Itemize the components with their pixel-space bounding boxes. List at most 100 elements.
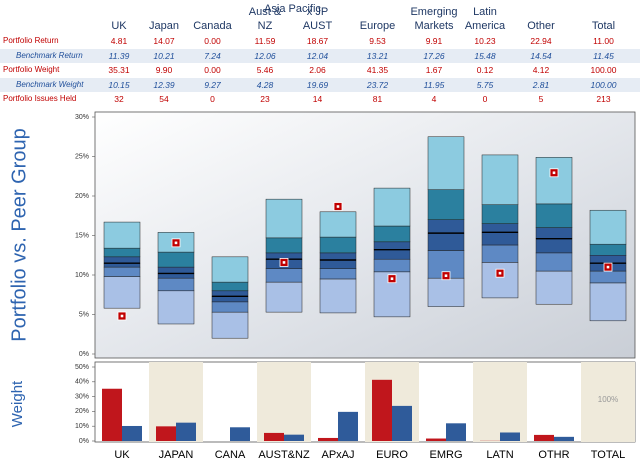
y-tick-label: 0% (79, 438, 89, 445)
cell: 14.54 (530, 50, 552, 61)
column-band (581, 362, 635, 442)
column-header: Canada (193, 20, 232, 32)
weight-bar (264, 432, 284, 441)
x-tick-label: OTHR (538, 449, 569, 461)
cell: 4.28 (256, 79, 274, 90)
y-tick-label: 30% (75, 114, 89, 121)
cell: 11.95 (423, 79, 445, 90)
main-title: Portfolio vs. Peer Group (8, 128, 30, 341)
weight-bar (102, 388, 122, 441)
box-segment (103, 247, 141, 258)
marker-center (444, 274, 448, 278)
cell: 12.39 (153, 79, 175, 90)
box-segment (319, 278, 357, 314)
table-row: Benchmark Return 11.39 10.21 7.24 12.06 12.04… (0, 48, 640, 64)
cell: 9.90 (155, 65, 173, 76)
marker-center (174, 241, 178, 245)
box-segment (535, 157, 573, 205)
box-segment (481, 204, 519, 224)
cell: 11.39 (108, 50, 130, 61)
cell: 5.75 (476, 79, 494, 90)
weight-bar (392, 405, 412, 441)
box-segment (319, 252, 357, 261)
box-segment (589, 243, 627, 256)
cell: 0.00 (204, 36, 221, 46)
table-row: Portfolio Weight 35.31 9.90 0.00 5.46 2.06 41.… (0, 63, 640, 78)
weight-bar (318, 437, 338, 441)
box-segment (211, 281, 249, 292)
box-segment (589, 270, 627, 284)
box-segment (211, 256, 249, 283)
column-header: Total (591, 20, 616, 32)
cell: 11.00 (593, 36, 614, 46)
marker-center (336, 205, 340, 208)
column-header: Aust & NZ (248, 6, 282, 32)
column-header: x JP AUST (302, 6, 333, 32)
box-segment (157, 273, 195, 279)
marker-center (552, 171, 556, 175)
box-segment (265, 237, 303, 254)
cell: 22.94 (530, 36, 552, 46)
box-segment (427, 232, 465, 251)
box-segment (157, 266, 195, 274)
cell: 0.12 (476, 65, 494, 76)
cell: 14 (312, 94, 323, 105)
marker-center (390, 277, 394, 281)
cell: 35.31 (108, 65, 130, 76)
cell: 4 (431, 94, 437, 105)
box-segment (265, 198, 303, 239)
y-tick-label: 0% (79, 351, 89, 358)
box-segment (373, 187, 411, 227)
cell: 19.69 (306, 79, 329, 90)
box-segment (265, 268, 303, 283)
cell: 5.46 (256, 65, 274, 76)
box-segment (319, 211, 357, 238)
box-segment (157, 251, 195, 268)
weight-bar (176, 422, 196, 441)
y-tick-label: 30% (75, 393, 89, 400)
box-segment (427, 219, 465, 234)
weight-bar (534, 434, 554, 441)
cell: 5 (538, 94, 544, 105)
marker-center (282, 261, 286, 264)
x-tick-label: JAPAN (159, 449, 194, 461)
y-tick-label: 5% (79, 311, 89, 318)
cell: 41.35 (366, 65, 389, 76)
box-segment (157, 277, 195, 292)
cell: 0.00 (204, 65, 221, 76)
cell: 10.21 (153, 50, 175, 61)
x-tick-label: EMRG (430, 449, 463, 461)
weight-bar (156, 426, 176, 441)
cell: 9.53 (369, 36, 386, 46)
box-segment (427, 277, 465, 307)
weight-bar (426, 438, 446, 441)
cell: 23.72 (366, 79, 389, 90)
box-segment (535, 270, 573, 305)
y-tick-label: 40% (75, 379, 89, 386)
box-segment (535, 203, 573, 228)
cell: 2.81 (532, 79, 550, 90)
weight-bar (446, 423, 466, 441)
box-segment (535, 252, 573, 272)
box-segment (427, 189, 465, 220)
box-segment (481, 244, 519, 263)
row-label: Benchmark Weight (16, 79, 84, 89)
cell: 213 (596, 94, 611, 105)
cell: 0 (482, 94, 488, 105)
table-row: Portfolio Return 4.81 14.07 0.00 11.59 18.67 9… (0, 34, 640, 49)
box-segment (211, 301, 249, 313)
box-segment (319, 268, 357, 280)
box-segment (211, 290, 249, 297)
box-segment (211, 311, 249, 339)
cell: 13.21 (366, 50, 389, 61)
weight-bar (122, 425, 142, 441)
box-segment (535, 227, 573, 239)
cell: 100.00 (590, 79, 617, 90)
column-header: Other (527, 20, 555, 32)
cell: 10.15 (108, 79, 130, 90)
y-tick-label: 20% (75, 408, 89, 415)
x-tick-label: AUST&NZ (258, 449, 310, 461)
column-header: Emerging Markets (410, 6, 458, 32)
row-label: Benchmark Return (16, 50, 83, 60)
cell: 54 (159, 94, 169, 105)
